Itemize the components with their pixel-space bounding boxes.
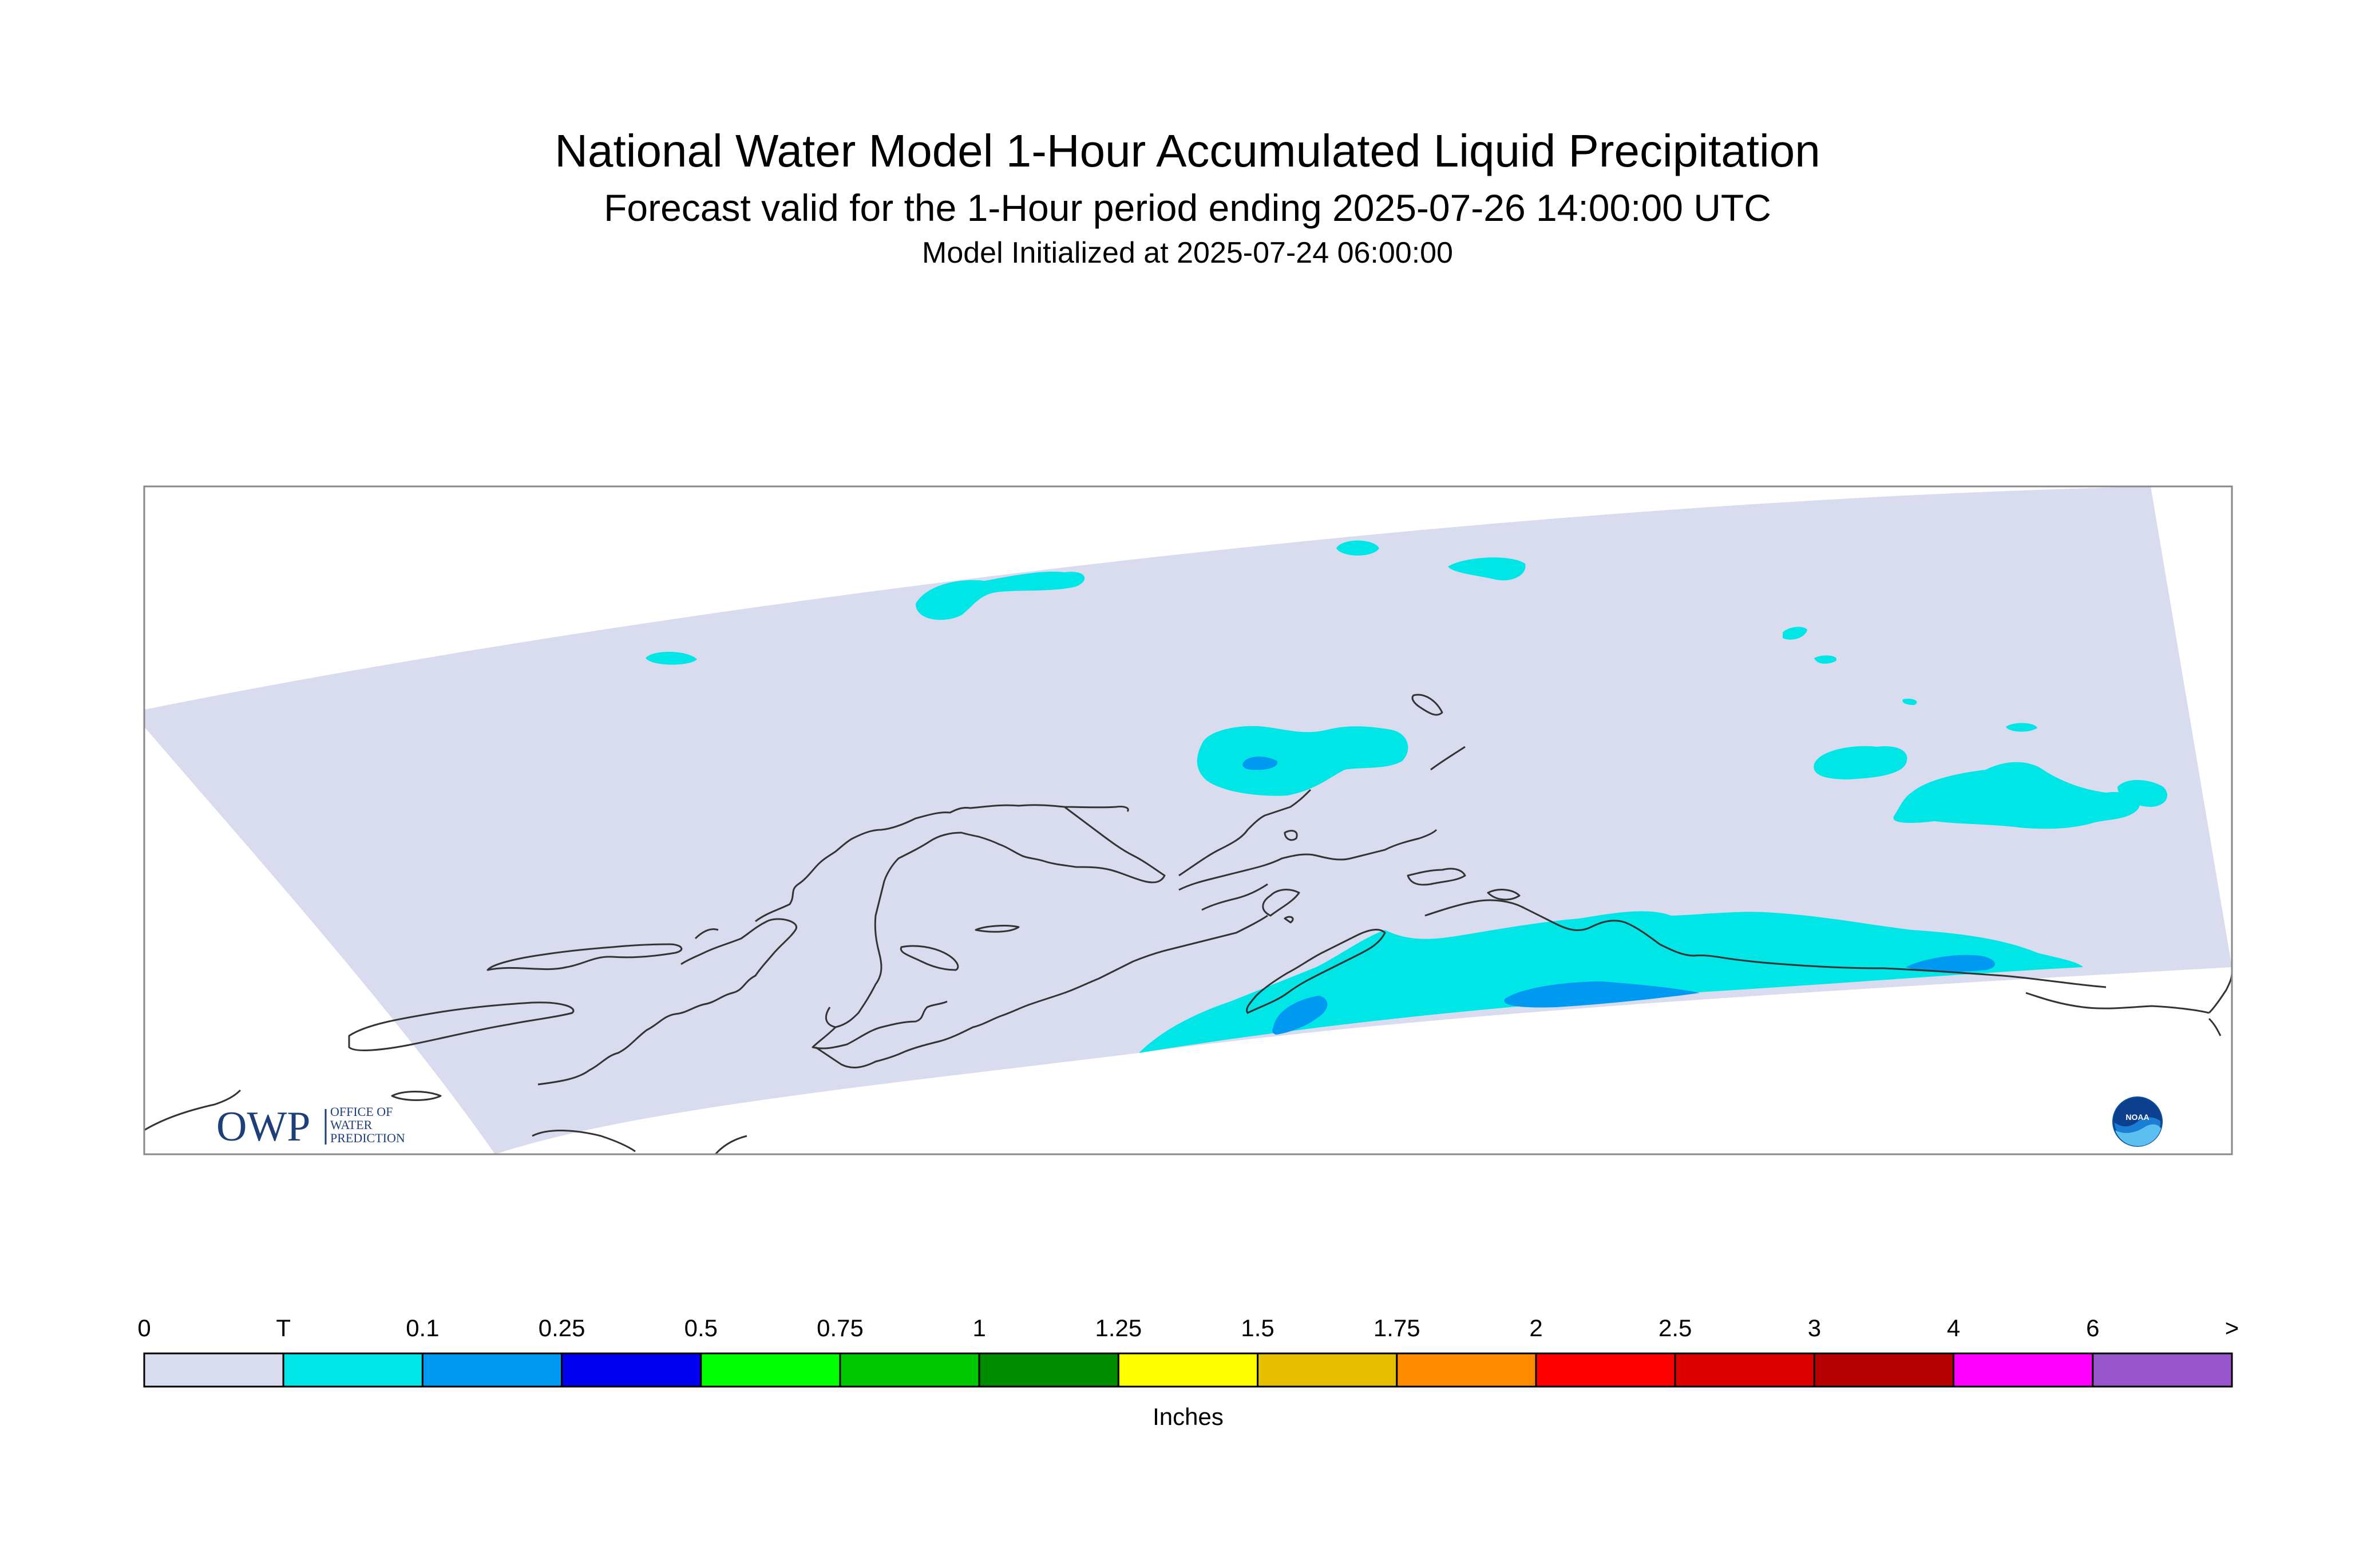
legend-swatch <box>2092 1352 2233 1388</box>
trace-precip-areas <box>646 540 2168 1053</box>
legend-tick-label: T <box>276 1314 291 1341</box>
legend-tick-label: > <box>2225 1314 2239 1341</box>
owp-logo: OWP OFFICE OF WATER PREDICTION <box>216 1103 405 1150</box>
model-init-line: Model Initialized at 2025-07-24 06:00:00 <box>922 236 1453 270</box>
legend-tick-label: 0 <box>137 1314 151 1341</box>
legend-swatch <box>282 1352 423 1388</box>
legend-tick-label: 0.25 <box>539 1314 585 1341</box>
owp-text-line1: OFFICE OF <box>330 1104 393 1119</box>
coastlines <box>144 694 2232 1154</box>
legend-swatch <box>1535 1352 1676 1388</box>
legend-swatch <box>421 1352 563 1388</box>
map-frame <box>143 485 2233 1155</box>
noaa-text: NOAA <box>2125 1112 2149 1122</box>
legend-tick-label: 0.75 <box>817 1314 864 1341</box>
legend-swatch <box>1396 1352 1537 1388</box>
legend-swatch <box>1813 1352 1955 1388</box>
map-layers <box>144 486 2232 1154</box>
legend-swatch <box>978 1352 1119 1388</box>
legend-colorbar <box>143 1352 2233 1388</box>
legend-tick-label: 2.5 <box>1658 1314 1692 1341</box>
legend-tick-label: 4 <box>1947 1314 1960 1341</box>
legend-tick-label: 0.1 <box>406 1314 439 1341</box>
legend-swatch <box>561 1352 702 1388</box>
legend-tick-label: 1.5 <box>1241 1314 1274 1341</box>
legend-swatch <box>1953 1352 2094 1388</box>
light-precip-areas <box>1242 757 1996 1035</box>
legend-tick-label: 6 <box>2086 1314 2099 1341</box>
owp-mark: OWP <box>216 1103 310 1150</box>
legend-swatch <box>1674 1352 1815 1388</box>
legend-tick-label: 1.25 <box>1095 1314 1142 1341</box>
map-subtitle: Forecast valid for the 1-Hour period end… <box>604 187 1771 229</box>
legend-tick-label: 0.5 <box>684 1314 718 1341</box>
legend-swatch <box>143 1352 284 1388</box>
legend-tick-label: 2 <box>1529 1314 1542 1341</box>
legend-tick-label: 1.75 <box>1373 1314 1420 1341</box>
map-title: National Water Model 1-Hour Accumulated … <box>555 125 1820 176</box>
legend-swatch <box>1117 1352 1259 1388</box>
legend-unit-label: Inches <box>1153 1403 1224 1430</box>
legend-swatch <box>839 1352 980 1388</box>
owp-text-line2: WATER <box>330 1118 373 1132</box>
legend-swatch <box>700 1352 841 1388</box>
legend-tick-label: 1 <box>973 1314 986 1341</box>
legend-swatch <box>1257 1352 1398 1388</box>
noaa-logo: NOAA <box>2112 1096 2163 1147</box>
legend-tick-labels: 0 T 0.1 0.25 0.5 0.75 1 1.25 1.5 1.75 2 2.5 3 4 6 > <box>137 1314 2239 1341</box>
owp-text-line3: PREDICTION <box>330 1131 405 1145</box>
legend-tick-label: 3 <box>1808 1314 1821 1341</box>
